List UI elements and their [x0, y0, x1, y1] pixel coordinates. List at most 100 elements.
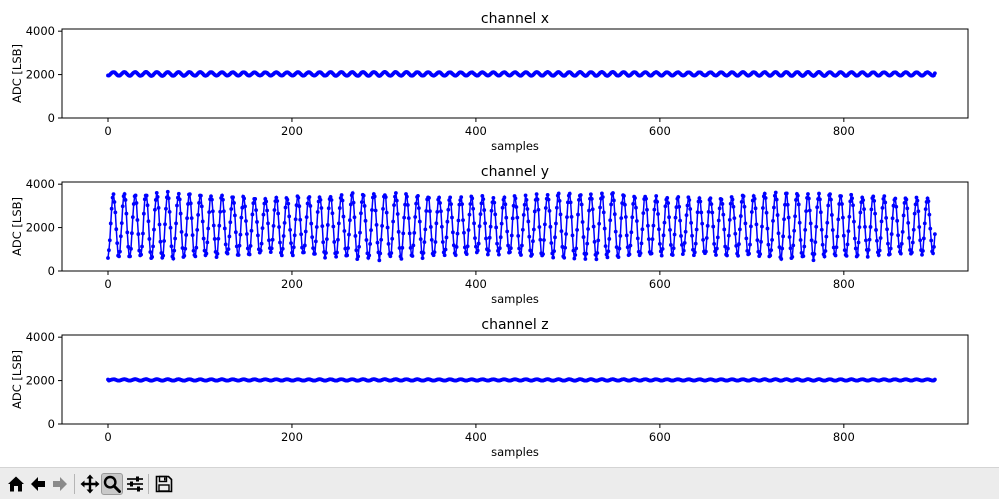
data-point	[592, 239, 597, 244]
data-point	[176, 191, 181, 196]
configure-subplots-button[interactable]	[124, 473, 146, 495]
data-point	[433, 240, 438, 244]
data-point	[141, 231, 145, 236]
data-point	[722, 227, 727, 232]
zoom-button[interactable]	[101, 473, 123, 495]
back-button[interactable]	[27, 473, 49, 495]
series-line	[107, 190, 936, 262]
data-point	[657, 241, 662, 246]
data-point	[905, 206, 910, 211]
data-point	[918, 238, 923, 243]
data-point	[545, 192, 550, 197]
data-point	[154, 190, 159, 195]
data-point	[393, 194, 397, 199]
data-point	[111, 192, 116, 197]
data-point	[379, 237, 384, 242]
data-point	[117, 254, 121, 259]
data-point	[347, 232, 351, 237]
data-point	[431, 253, 436, 258]
data-point	[197, 201, 201, 205]
data-point	[437, 195, 442, 200]
data-point	[844, 254, 849, 258]
forward-button[interactable]	[49, 473, 71, 495]
pan-button[interactable]	[79, 473, 101, 495]
data-point	[801, 254, 806, 259]
data-point	[565, 200, 570, 205]
data-point	[745, 248, 750, 253]
data-point	[416, 206, 421, 210]
data-point	[326, 206, 331, 211]
data-point	[927, 212, 932, 217]
data-point	[308, 204, 313, 208]
data-point	[411, 243, 416, 248]
x-tick-label: 600	[649, 124, 671, 138]
data-point	[443, 247, 448, 252]
data-point	[319, 206, 324, 210]
data-point	[391, 219, 396, 224]
data-point	[772, 193, 777, 198]
data-point	[706, 210, 711, 214]
data-point	[145, 203, 150, 208]
data-point	[356, 254, 361, 259]
data-point	[275, 199, 280, 203]
data-point	[792, 228, 797, 233]
data-point	[456, 218, 461, 223]
data-point	[243, 204, 247, 209]
data-point	[656, 212, 660, 216]
data-point	[676, 195, 681, 199]
data-point	[109, 206, 114, 211]
data-point	[762, 191, 767, 196]
data-point	[607, 237, 612, 241]
data-point	[882, 194, 887, 198]
data-point	[470, 196, 475, 201]
data-point	[375, 240, 380, 245]
data-point	[682, 241, 687, 245]
data-point	[909, 250, 914, 255]
data-point	[254, 208, 258, 213]
data-point	[782, 217, 786, 222]
figure-canvas[interactable]: channel x 0 200 400 600 800 0 2000 4000 samples AD…	[0, 0, 999, 467]
data-point	[904, 197, 909, 202]
data-point	[828, 192, 832, 197]
data-point	[822, 254, 827, 259]
data-point	[285, 197, 290, 202]
save-icon	[155, 475, 173, 493]
data-point	[623, 202, 627, 207]
data-point	[849, 192, 854, 197]
data-point	[869, 207, 874, 212]
data-point	[547, 209, 552, 213]
data-point	[220, 193, 224, 198]
data-point	[115, 241, 120, 246]
data-point	[932, 232, 937, 237]
data-point	[439, 209, 443, 214]
data-point	[645, 207, 649, 212]
home-button[interactable]	[5, 473, 27, 495]
data-point	[517, 246, 522, 251]
data-point	[683, 229, 688, 234]
data-point	[229, 207, 234, 211]
data-point	[410, 254, 415, 258]
save-button[interactable]	[153, 473, 175, 495]
data-point	[300, 245, 304, 250]
data-point	[552, 249, 556, 254]
data-point	[348, 202, 353, 207]
data-point	[737, 227, 742, 232]
data-point	[806, 196, 811, 201]
data-point	[187, 192, 192, 197]
data-point	[445, 219, 450, 224]
data-point	[296, 195, 301, 200]
data-point	[244, 219, 248, 223]
data-point	[727, 217, 732, 222]
data-point	[591, 224, 596, 229]
data-point	[867, 237, 872, 242]
data-point	[495, 241, 499, 246]
data-point	[167, 209, 172, 214]
data-point	[865, 254, 870, 259]
data-point	[758, 252, 763, 256]
data-point	[665, 195, 670, 200]
data-point	[542, 222, 547, 227]
data-point	[765, 226, 770, 231]
data-point	[106, 256, 110, 260]
data-point	[258, 248, 263, 253]
data-point	[479, 201, 484, 206]
